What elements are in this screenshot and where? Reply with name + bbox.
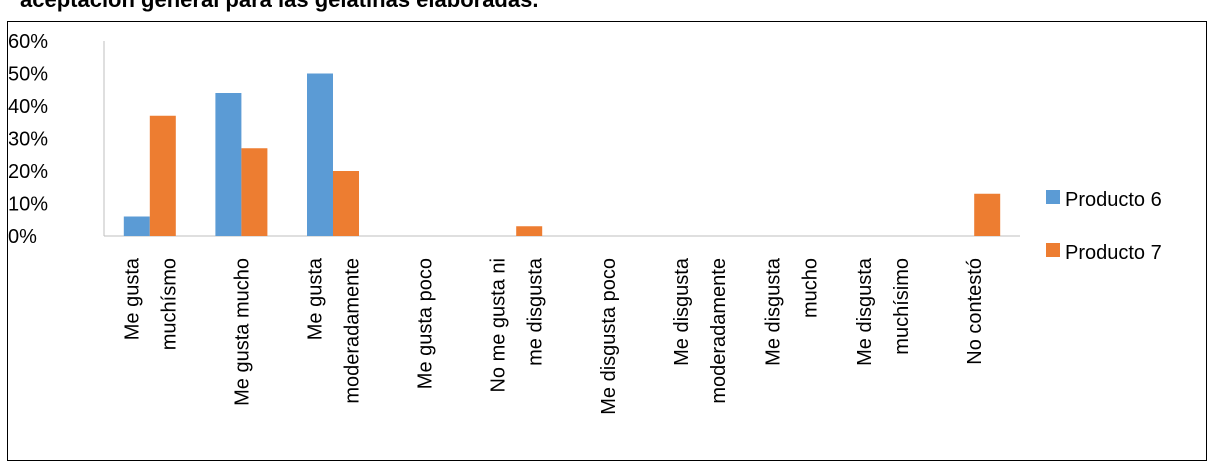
bar-1-1 bbox=[123, 216, 150, 236]
bar-2-10 bbox=[974, 193, 1001, 236]
x-tick-label: muchísmo bbox=[158, 258, 180, 350]
x-tick-label: mucho bbox=[800, 258, 822, 318]
x-labels: Me gusta muchísmo Me gusta mucho Me gusta mo… bbox=[121, 257, 986, 415]
x-tick-label: moderadamente bbox=[708, 258, 730, 404]
legend: Producto 6 Producto 7 bbox=[1046, 189, 1162, 264]
bar-2-3 bbox=[333, 171, 359, 236]
x-tick-label: Me gusta bbox=[121, 257, 143, 340]
x-tick-label: Me disgusta bbox=[854, 257, 876, 366]
bar-1-2 bbox=[215, 93, 242, 236]
y-tick-label: 10% bbox=[8, 194, 48, 216]
x-tick-label: Me gusta poco bbox=[415, 258, 437, 389]
y-tick-label: 20% bbox=[8, 161, 48, 183]
bars bbox=[123, 73, 1001, 236]
legend-swatch bbox=[1046, 190, 1060, 204]
x-tick-label: Me gusta bbox=[305, 257, 327, 340]
x-tick-label: me disgusta bbox=[525, 257, 547, 366]
chart-heading: aceptación general para las gelatinas el… bbox=[20, 0, 538, 13]
x-tick-label: No contestó bbox=[964, 258, 986, 365]
x-tick-label: Me gusta mucho bbox=[231, 258, 253, 406]
bar-1-3 bbox=[307, 73, 333, 236]
x-tick-label: Me disgusta bbox=[763, 257, 785, 366]
y-tick-label: 50% bbox=[8, 64, 48, 86]
y-tick-label: 40% bbox=[8, 96, 48, 118]
y-tick-label: 0% bbox=[8, 226, 37, 248]
y-tick-label: 60% bbox=[8, 31, 48, 53]
chart-frame: 0% 10% 20% 30% 40% 50% 60% Me gusta muchísmo Me … bbox=[7, 21, 1207, 461]
bar-2-2 bbox=[241, 148, 268, 236]
legend-swatch bbox=[1046, 243, 1060, 257]
y-tick-label: 30% bbox=[8, 129, 48, 151]
x-tick-label: moderadamente bbox=[342, 258, 364, 404]
x-tick-label: No me gusta ni bbox=[488, 258, 510, 393]
bar-chart: 0%10%20%30%40%50%60% Me gusta muchísmo Me … bbox=[8, 31, 1162, 415]
x-tick-label: Me disgusta poco bbox=[598, 258, 620, 415]
x-tick-label: Me disgusta bbox=[671, 257, 693, 366]
legend-label: Producto 7 bbox=[1065, 242, 1162, 264]
bar-2-5 bbox=[516, 226, 543, 236]
bar-2-1 bbox=[149, 115, 176, 236]
y-axis: 0% 10% 20% 30% 40% 50% 60% bbox=[8, 31, 105, 248]
x-tick-label: muchísimo bbox=[891, 258, 913, 355]
legend-label: Producto 6 bbox=[1065, 189, 1162, 211]
